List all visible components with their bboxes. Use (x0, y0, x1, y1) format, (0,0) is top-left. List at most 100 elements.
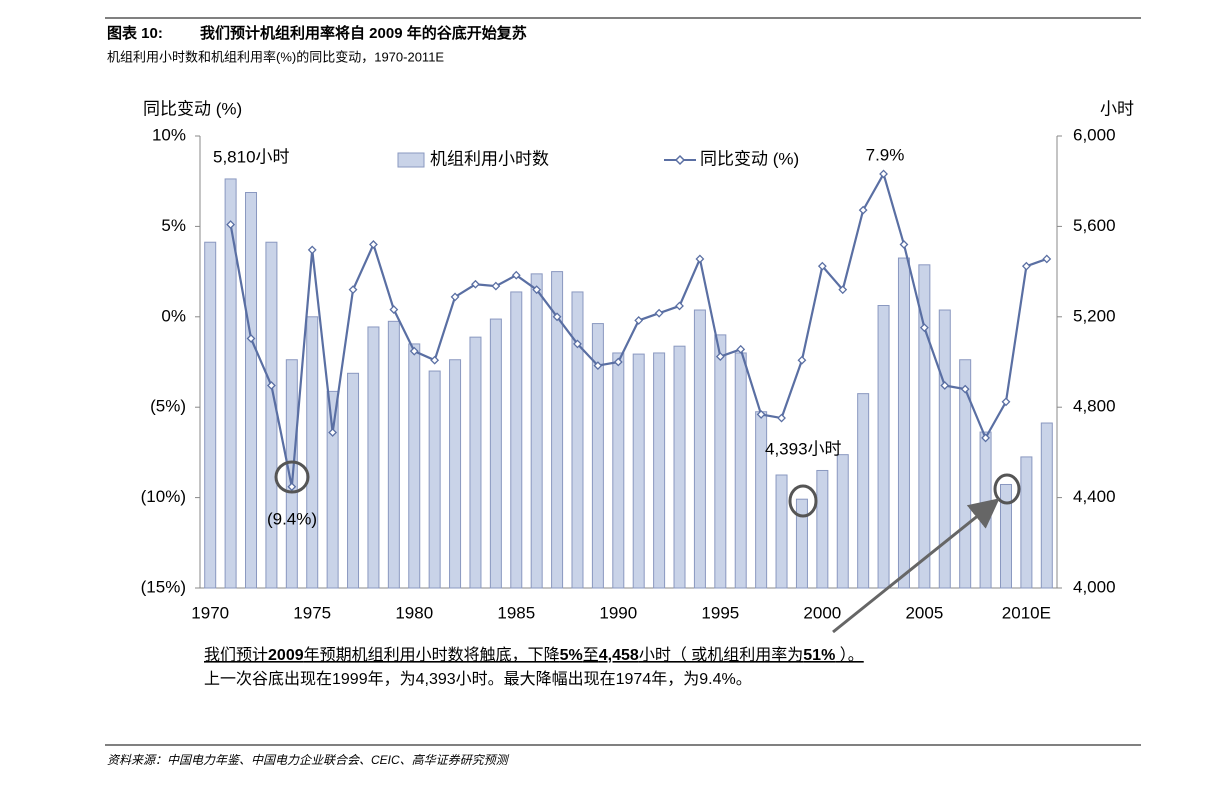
bar (632, 353, 645, 589)
line-marker (838, 285, 848, 295)
x-tick-label: 1985 (497, 603, 535, 622)
line-marker (736, 344, 746, 354)
subtitle: 机组利用小时数和机组利用率(%)的同比变动，1970-2011E (107, 49, 444, 64)
x-tick-label: 1995 (701, 603, 739, 622)
line-marker (1001, 397, 1011, 407)
note-part: 小时（ 或机组利用率为 (639, 646, 803, 664)
bar (918, 264, 931, 589)
line-marker (715, 352, 725, 361)
bar (449, 359, 462, 589)
line-marker (307, 245, 317, 255)
x-tick-label: 1990 (599, 603, 637, 622)
bar (755, 411, 768, 589)
legend-swatch (397, 152, 425, 168)
bar (408, 343, 421, 589)
note-part: 年预期机组利用小时数将触底，下降 (304, 646, 560, 664)
note-line: 上一次谷底出现在1999年，为4,393小时。最大降幅出现在1974年，为9.4… (204, 670, 752, 688)
figure-title: 我们预计机组利用率将自 2009 年的谷底开始复苏 (200, 24, 527, 42)
bar (387, 320, 400, 589)
bar (265, 241, 278, 589)
note-part: 2009 (268, 647, 304, 664)
highlight-circle (993, 473, 1021, 505)
line-marker (348, 285, 358, 295)
y2-tick-label: 5,200 (1073, 306, 1116, 325)
bar (204, 241, 217, 589)
bar (999, 483, 1012, 589)
bar (897, 257, 910, 589)
line-marker (940, 381, 950, 390)
line-marker (675, 301, 684, 311)
line-marker (369, 240, 378, 249)
bar (714, 334, 727, 589)
y-axis-label: 同比变动 (%) (143, 99, 242, 118)
highlight-circle (788, 484, 818, 518)
line-marker (409, 346, 419, 356)
y-tick-label: (15%) (141, 577, 186, 596)
bar (693, 309, 706, 589)
line-marker (226, 220, 236, 230)
y-tick-label: (10%) (141, 487, 186, 506)
line-marker (879, 169, 888, 179)
line-marker (1021, 261, 1031, 271)
x-tick-label: 2005 (905, 603, 943, 622)
legend-label: 同比变动 (%) (700, 149, 799, 168)
line-marker (328, 428, 338, 437)
note-part: ）。 (835, 646, 863, 664)
arrow (832, 498, 1000, 634)
bar (653, 352, 666, 589)
line-marker (491, 281, 501, 291)
line-marker (654, 308, 664, 318)
bar (1040, 422, 1053, 589)
bar (306, 316, 319, 589)
bar (347, 372, 360, 589)
x-tick-label: 1970 (191, 603, 229, 622)
note-part: 至 (583, 647, 599, 664)
line-marker (858, 205, 868, 215)
bar (571, 291, 584, 589)
x-tick-label: 1975 (293, 603, 331, 622)
note-part: 我们预计 (204, 646, 268, 664)
bar (612, 352, 625, 589)
bar (673, 345, 686, 589)
bar (959, 359, 972, 589)
x-tick-label: 2000 (803, 603, 841, 622)
bar (285, 359, 298, 589)
y2-axis-label: 小时 (1100, 99, 1134, 118)
bar (591, 323, 604, 589)
line-marker (430, 355, 440, 365)
note-part: 51% (803, 647, 835, 664)
bar (469, 336, 482, 589)
y2-tick-label: 4,400 (1073, 487, 1116, 506)
bar (734, 352, 747, 589)
line-marker (899, 240, 909, 249)
x-tick-label: 1980 (395, 603, 433, 622)
line-marker (613, 357, 623, 367)
bar (795, 498, 808, 589)
line-marker (981, 433, 991, 443)
y-tick-label: (5%) (150, 397, 186, 416)
bar (877, 305, 890, 589)
source: 资料来源：中国电力年鉴、中国电力企业联合会、CEIC、高华证券研究预测 (107, 753, 510, 767)
highlight-circle (274, 460, 310, 494)
bar (816, 469, 829, 589)
line-marker (797, 355, 807, 365)
line-marker (573, 339, 582, 349)
bar (489, 318, 502, 589)
bar (530, 273, 543, 589)
y-tick-label: 10% (152, 125, 186, 144)
y2-tick-label: 4,800 (1073, 397, 1116, 416)
bar (428, 370, 441, 589)
bar (775, 474, 788, 589)
line-marker (756, 410, 766, 419)
line-marker (777, 413, 786, 423)
y2-tick-label: 5,600 (1073, 216, 1116, 235)
line-marker (552, 312, 562, 322)
line-marker (246, 334, 256, 343)
figure-number: 图表 10: (107, 24, 163, 42)
bar (245, 192, 258, 589)
y-tick-label: 5% (161, 216, 186, 235)
annotation: 4,393小时 (765, 439, 842, 458)
annotation: 7.9% (866, 145, 905, 164)
bar (836, 454, 849, 589)
bar (938, 309, 951, 589)
